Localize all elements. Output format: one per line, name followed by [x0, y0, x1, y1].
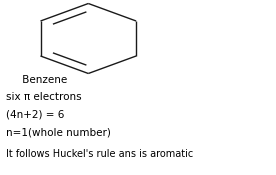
- Text: six π electrons: six π electrons: [6, 92, 81, 102]
- Text: Benzene: Benzene: [6, 75, 67, 85]
- Text: It follows Huckel's rule ans is aromatic: It follows Huckel's rule ans is aromatic: [6, 149, 193, 159]
- Text: (4n+2) = 6: (4n+2) = 6: [6, 110, 64, 120]
- Text: n=1(whole number): n=1(whole number): [6, 127, 110, 137]
